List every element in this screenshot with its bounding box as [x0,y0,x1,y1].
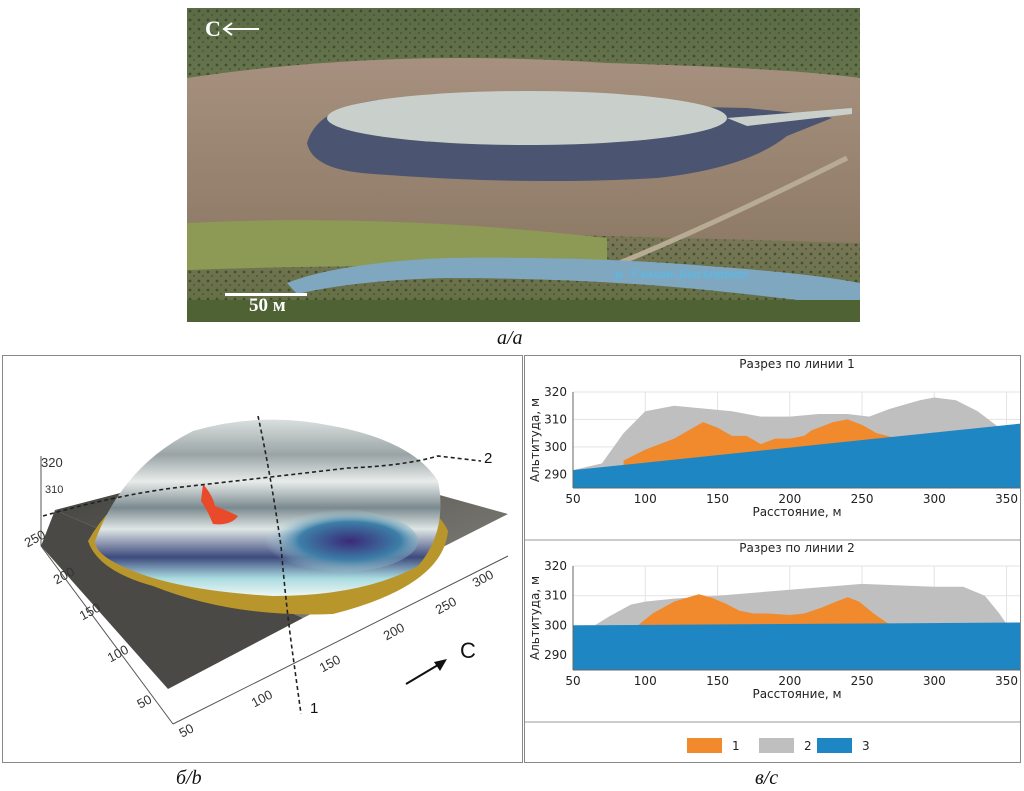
y-tick-label: 300 [544,440,567,454]
caption-c: в/c [755,767,779,789]
sections-panel: Разрез по линии 1 290 300 310 320 50 100 150 200… [524,355,1021,763]
legend-label-2: 2 [804,739,812,753]
series-3-area [573,423,1020,488]
model-3d-plot [40,415,509,725]
y-axis-label: Альтитуда, м [528,398,542,482]
north-label-3d: С [460,638,476,663]
line-1-label: 1 [310,700,319,717]
y-tick-label: 320 [544,559,567,573]
y-tick-label: 310 [544,412,567,426]
legend-label-1: 1 [732,739,740,753]
legend-swatch-1 [687,738,722,753]
x-tick-label: 200 [778,492,801,506]
legend-swatch-3 [817,738,852,753]
x-tick-label: 150 [706,492,729,506]
y-tick-label: 290 [544,648,567,662]
y-tick-label: 320 [544,385,567,399]
scale-label: 50 м [249,295,286,316]
chart-title: Разрез по линии 2 [739,541,855,555]
x-axis-label: Расстояние, м [752,505,841,519]
model-3d-panel: 320 310 250 200 150 100 50 50 100 150 20… [2,355,523,763]
scale-bar [225,293,307,296]
river-label: р. Улахан-Бысыттах [615,267,749,282]
legend-swatch-2 [759,738,794,753]
x-tick-label: 100 [634,674,657,688]
line-2-label: 2 [484,450,493,467]
x-axis-label: Расстояние, м [752,687,841,701]
north-label: С [205,16,221,41]
aerial-photo-image [187,8,860,322]
y-tick-label: 300 [544,618,567,632]
caption-a: а/a [497,327,523,349]
x-tick-label: 300 [923,674,946,688]
y-axis-label: Альтитуда, м [528,576,542,660]
legend-label-3: 3 [862,739,870,753]
x-tick-label: 300 [923,492,946,506]
x-tick-label: 250 [851,492,874,506]
x-tick-label: 50 [565,492,580,506]
x-tick-label: 100 [634,492,657,506]
chart-title: Разрез по линии 1 [739,357,855,371]
x-tick-label: 250 [851,674,874,688]
y-tick-label: 310 [544,589,567,603]
z-tick: 320 [41,455,63,470]
x-tick-label: 200 [778,674,801,688]
caption-b: б/b [176,767,202,789]
x-tick-label: 150 [706,674,729,688]
x-tick-label: 50 [565,674,580,688]
x-tick-label: 350 [995,674,1018,688]
y-tick-label: 290 [544,467,567,481]
x-tick-label: 350 [995,492,1018,506]
aerial-photo: С 50 м р. Улахан-Бысыттах [187,8,860,322]
series-3-area [573,622,1020,670]
north-arrow-icon [222,22,259,36]
z-tick: 310 [45,484,64,496]
